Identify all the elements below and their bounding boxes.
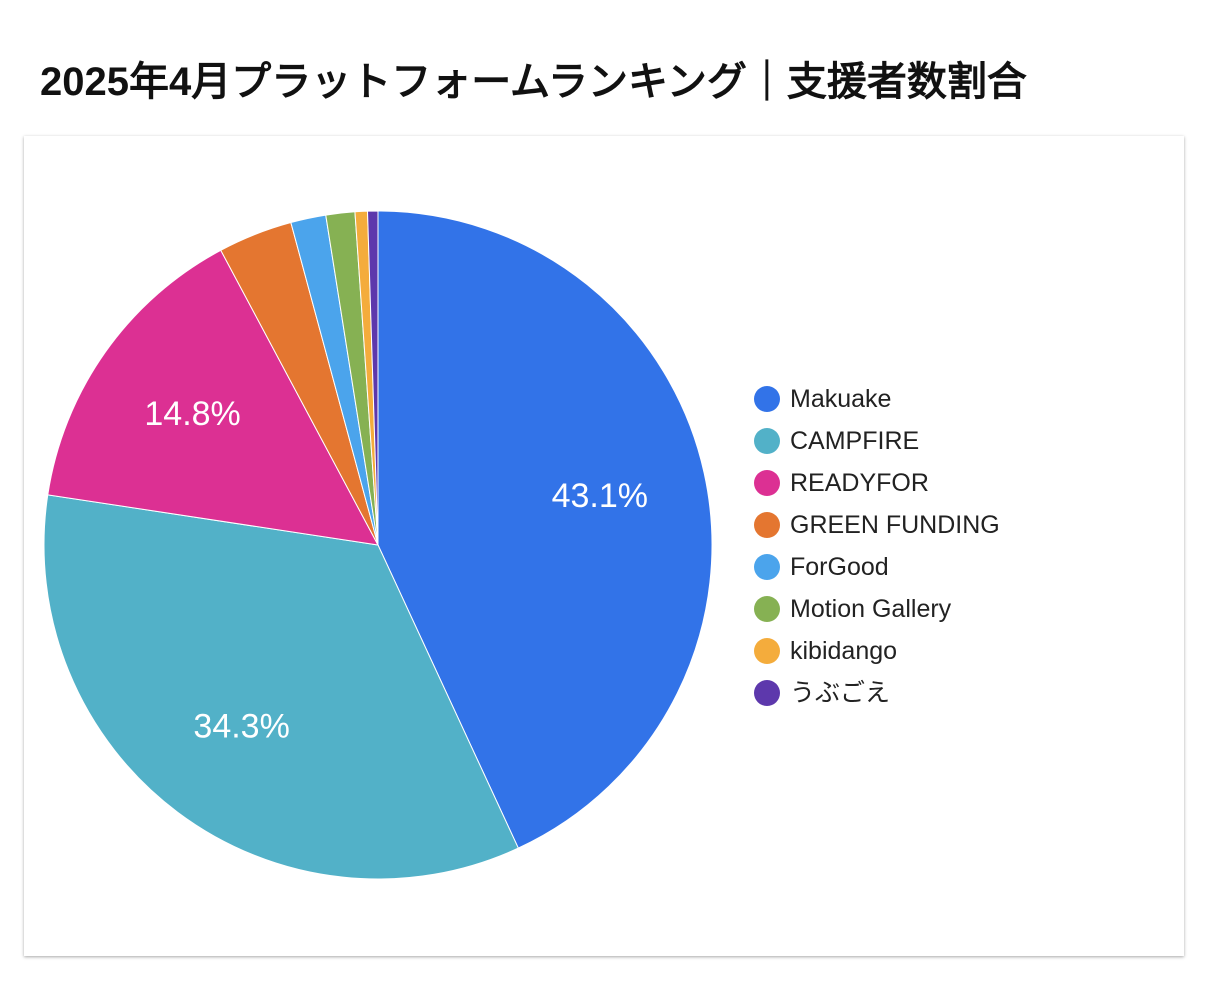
legend-label-うぶごえ: うぶごえ: [790, 679, 890, 707]
legend-swatch-campfire: [754, 428, 780, 454]
page-title: 2025年4月プラットフォームランキング｜支援者数割合: [40, 60, 1027, 104]
legend-item-motion-gallery[interactable]: Motion Gallery: [754, 595, 952, 623]
legend-swatch-readyfor: [754, 470, 780, 496]
legend-item-うぶごえ[interactable]: うぶごえ: [754, 679, 890, 707]
pie-slices: [43, 210, 713, 880]
legend-label-green-funding: GREEN FUNDING: [790, 511, 1000, 539]
pie-chart: 43.1% 34.3% 14.8% Makuake CAMPFIRE READYFOR G…: [43, 210, 1000, 880]
legend-item-forgood[interactable]: ForGood: [754, 553, 889, 581]
pie-slice-campfire[interactable]: [43, 494, 519, 880]
legend-item-makuake[interactable]: Makuake: [754, 385, 891, 413]
legend-item-campfire[interactable]: CAMPFIRE: [754, 427, 919, 455]
slice-label-makuake: 43.1%: [552, 477, 648, 515]
legend-swatch-motion-gallery: [754, 596, 780, 622]
slice-label-readyfor: 14.8%: [144, 395, 240, 433]
legend-swatch-green-funding: [754, 512, 780, 538]
pie-slice-readyfor[interactable]: [47, 249, 379, 546]
pie-slice-うぶごえ[interactable]: [366, 210, 379, 546]
legend-swatch-kibidango: [754, 638, 780, 664]
pie-labels: 43.1% 34.3% 14.8%: [144, 395, 648, 746]
slice-label-campfire: 34.3%: [193, 708, 289, 746]
chart-card: 43.1% 34.3% 14.8% Makuake CAMPFIRE READYFOR G…: [24, 136, 1184, 956]
pie-slice-makuake[interactable]: [377, 210, 713, 849]
legend-label-forgood: ForGood: [790, 553, 889, 581]
legend-label-campfire: CAMPFIRE: [790, 427, 919, 455]
legend-item-kibidango[interactable]: kibidango: [754, 637, 897, 665]
legend-swatch-うぶごえ: [754, 680, 780, 706]
legend-item-readyfor[interactable]: READYFOR: [754, 469, 929, 497]
legend-swatch-makuake: [754, 386, 780, 412]
legend-label-readyfor: READYFOR: [790, 469, 929, 497]
legend: Makuake CAMPFIRE READYFOR GREEN FUNDING ForG…: [754, 385, 1000, 707]
legend-label-motion-gallery: Motion Gallery: [790, 595, 952, 623]
legend-swatch-forgood: [754, 554, 780, 580]
legend-label-makuake: Makuake: [790, 385, 891, 413]
legend-label-kibidango: kibidango: [790, 637, 897, 665]
legend-item-green-funding[interactable]: GREEN FUNDING: [754, 511, 1000, 539]
